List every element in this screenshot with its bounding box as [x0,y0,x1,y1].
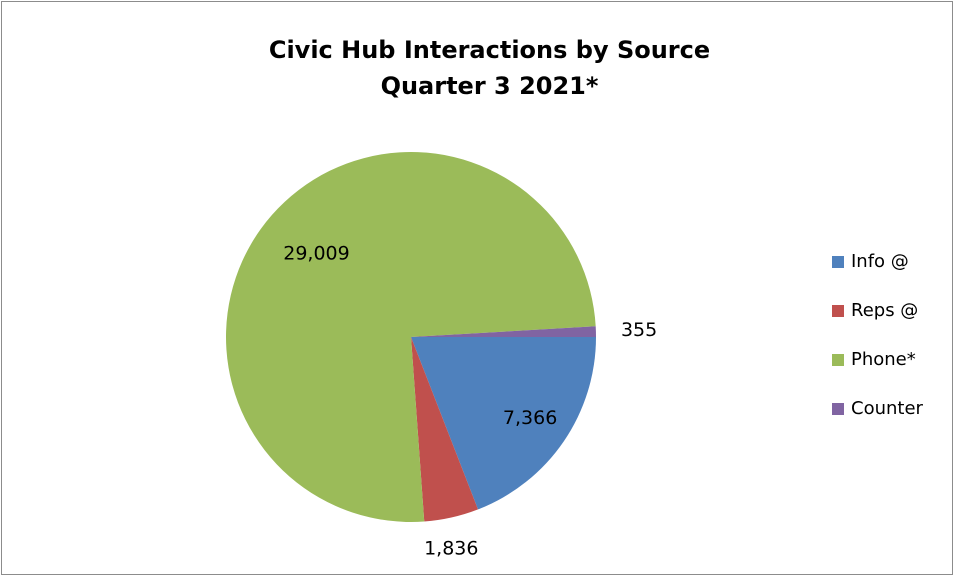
pie-slice-phone [225,152,596,523]
pie-slice-info [411,337,596,510]
data-label-reps: 1,836 [424,537,478,559]
legend-swatch-phone [832,353,844,366]
data-label-phone: 29,009 [283,243,349,265]
chart-title: Civic Hub Interactions by Source Quarter… [2,32,956,104]
legend-item-counter: Counter [832,398,950,419]
pie-slice-counter [411,326,596,337]
legend-item-phone: Phone* [832,349,950,370]
legend-label-reps: Reps @ [851,300,919,321]
legend: Info @ Reps @ Phone* Counter [832,251,950,448]
pie-slice-reps [411,337,479,522]
legend-item-reps: Reps @ [832,300,950,321]
legend-label-info: Info @ [851,251,909,272]
legend-swatch-reps [832,304,844,317]
legend-label-counter: Counter [851,398,923,419]
legend-swatch-info [832,255,844,268]
legend-item-info: Info @ [832,251,950,272]
chart-title-line-2: Quarter 3 2021* [380,72,599,100]
legend-swatch-counter [832,402,844,415]
chart-title-line-1: Civic Hub Interactions by Source [268,36,711,64]
legend-label-phone: Phone* [851,349,916,370]
data-label-info: 7,366 [503,407,557,429]
data-label-counter: 355 [621,319,657,341]
